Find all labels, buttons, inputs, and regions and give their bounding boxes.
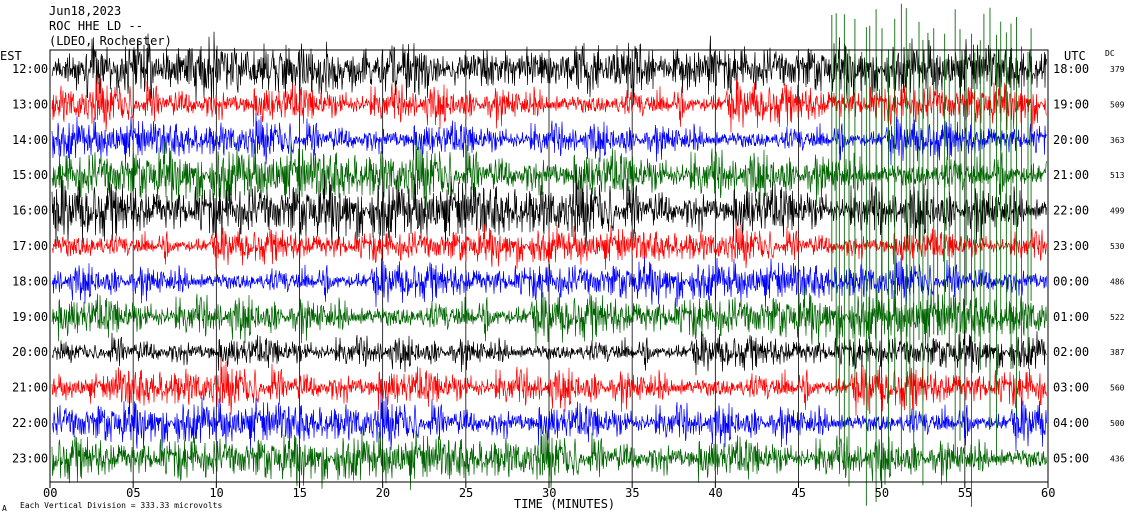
utc-label-00:00: 00:00 bbox=[1053, 274, 1089, 288]
x-tick-label-40: 40 bbox=[708, 486, 722, 500]
trace-13:00 bbox=[51, 74, 1047, 133]
x-axis-ticks: 00 05 10 15 20 25 30 35 40 45 50 55 60 bbox=[43, 482, 1055, 500]
dc-values: 379 509 363 513 499 530 486 522 387 560 500 436 bbox=[1110, 65, 1125, 463]
dc-value-20:00: 387 bbox=[1110, 348, 1125, 357]
utc-label-03:00: 03:00 bbox=[1053, 381, 1089, 395]
est-axis-label: EST bbox=[0, 49, 22, 63]
trace-21:00 bbox=[51, 358, 1047, 416]
utc-label-04:00: 04:00 bbox=[1053, 416, 1089, 430]
scale-note: Each Vertical Division = 333.33 microvol… bbox=[20, 501, 223, 510]
x-tick-label-30: 30 bbox=[542, 486, 556, 500]
x-tick-label-00: 00 bbox=[43, 486, 57, 500]
dc-value-19:00: 522 bbox=[1110, 313, 1125, 322]
station-code: ROC HHE LD -- bbox=[49, 19, 143, 33]
est-label-23:00: 23:00 bbox=[12, 451, 48, 465]
dc-value-15:00: 513 bbox=[1110, 171, 1125, 180]
est-label-14:00: 14:00 bbox=[12, 133, 48, 147]
utc-label-22:00: 22:00 bbox=[1053, 204, 1089, 218]
utc-label-05:00: 05:00 bbox=[1053, 451, 1089, 465]
dc-value-16:00: 499 bbox=[1110, 207, 1125, 216]
x-tick-label-10: 10 bbox=[209, 486, 223, 500]
est-label-22:00: 22:00 bbox=[12, 416, 48, 430]
dc-value-17:00: 530 bbox=[1110, 242, 1125, 251]
est-label-12:00: 12:00 bbox=[12, 62, 48, 76]
x-tick-label-05: 05 bbox=[126, 486, 140, 500]
utc-label-20:00: 20:00 bbox=[1053, 133, 1089, 147]
utc-label-02:00: 02:00 bbox=[1053, 345, 1089, 359]
utc-axis-label: UTC bbox=[1064, 49, 1086, 63]
x-tick-label-50: 50 bbox=[875, 486, 889, 500]
utc-hour-labels: 18:00 19:00 20:00 21:00 22:00 23:00 00:00 01:00… bbox=[1053, 62, 1089, 465]
trace-12:00 bbox=[51, 31, 1047, 105]
utc-label-19:00: 19:00 bbox=[1053, 97, 1089, 111]
dc-value-14:00: 363 bbox=[1110, 136, 1125, 145]
est-label-20:00: 20:00 bbox=[12, 345, 48, 359]
est-label-13:00: 13:00 bbox=[12, 97, 48, 111]
trace-20:00 bbox=[51, 330, 1047, 376]
dc-value-13:00: 509 bbox=[1110, 100, 1125, 109]
station-location: (LDEO, Rochester) bbox=[49, 34, 172, 48]
trace-23:00 bbox=[51, 426, 1047, 491]
dc-value-23:00: 436 bbox=[1110, 454, 1125, 463]
trace-17:00 bbox=[51, 221, 1047, 270]
est-label-21:00: 21:00 bbox=[12, 381, 48, 395]
x-tick-label-15: 15 bbox=[293, 486, 307, 500]
trace-16:00 bbox=[51, 170, 1047, 251]
event-strokes bbox=[831, 3, 1032, 507]
dc-value-12:00: 379 bbox=[1110, 65, 1125, 74]
dc-value-18:00: 486 bbox=[1110, 277, 1125, 286]
x-tick-label-60: 60 bbox=[1041, 486, 1055, 500]
trace-14:00 bbox=[51, 112, 1047, 167]
x-tick-label-55: 55 bbox=[958, 486, 972, 500]
record-date: Jun18,2023 bbox=[49, 4, 122, 18]
dc-axis-label: DC bbox=[1105, 49, 1115, 58]
x-tick-label-45: 45 bbox=[792, 486, 806, 500]
utc-label-21:00: 21:00 bbox=[1053, 168, 1089, 182]
utc-label-23:00: 23:00 bbox=[1053, 239, 1089, 253]
trace-22:00 bbox=[51, 393, 1047, 453]
trace-15:00 bbox=[51, 137, 1047, 213]
est-label-18:00: 18:00 bbox=[12, 274, 48, 288]
est-label-16:00: 16:00 bbox=[12, 204, 48, 218]
event-burst bbox=[831, 3, 1032, 507]
x-tick-label-35: 35 bbox=[625, 486, 639, 500]
utc-label-01:00: 01:00 bbox=[1053, 310, 1089, 324]
trace-19:00 bbox=[51, 287, 1047, 349]
est-label-15:00: 15:00 bbox=[12, 168, 48, 182]
x-axis-title: TIME (MINUTES) bbox=[514, 497, 615, 511]
trace-18:00 bbox=[51, 254, 1047, 308]
corner-mark: A bbox=[2, 504, 7, 513]
dc-value-21:00: 560 bbox=[1110, 384, 1125, 393]
est-label-17:00: 17:00 bbox=[12, 239, 48, 253]
utc-label-18:00: 18:00 bbox=[1053, 62, 1089, 76]
est-label-19:00: 19:00 bbox=[12, 310, 48, 324]
x-tick-label-20: 20 bbox=[376, 486, 390, 500]
seismic-traces bbox=[51, 31, 1047, 491]
est-hour-labels: 12:00 13:00 14:00 15:00 16:00 17:00 18:00 19:00… bbox=[12, 62, 48, 465]
dc-value-22:00: 500 bbox=[1110, 419, 1125, 428]
x-tick-label-25: 25 bbox=[459, 486, 473, 500]
